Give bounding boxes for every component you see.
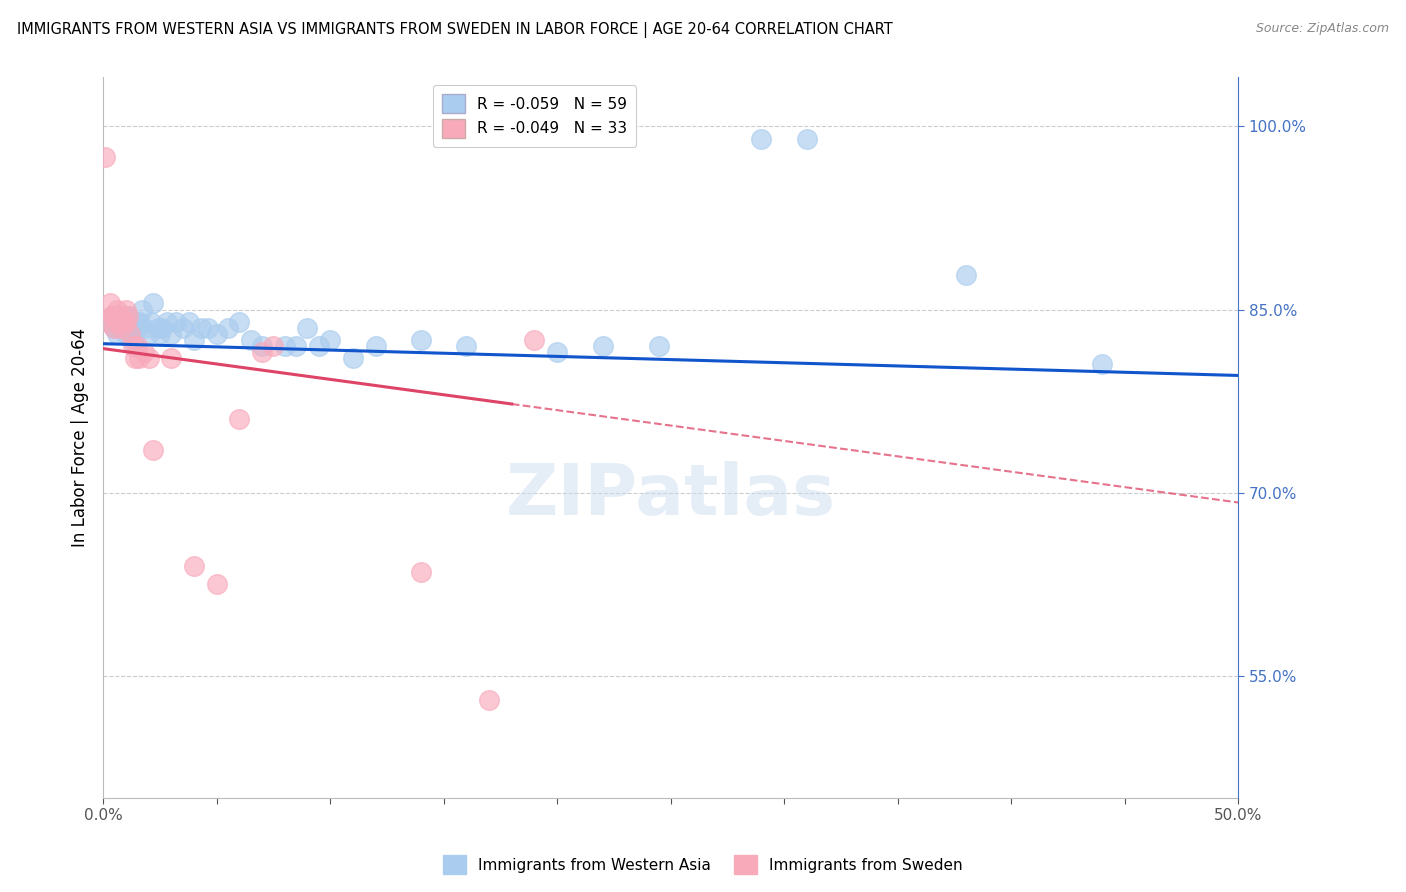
Point xyxy=(1091,358,1114,372)
Point xyxy=(205,577,228,591)
Point xyxy=(190,321,212,335)
Point xyxy=(183,333,205,347)
Point xyxy=(112,309,135,323)
Point xyxy=(110,321,132,335)
Point xyxy=(112,315,135,329)
Point xyxy=(150,321,173,335)
Point xyxy=(117,321,139,335)
Point xyxy=(127,315,149,329)
Point xyxy=(165,315,187,329)
Point xyxy=(250,345,273,359)
Point xyxy=(217,321,239,335)
Point xyxy=(146,321,169,335)
Point xyxy=(124,339,146,353)
Point xyxy=(105,302,128,317)
Point xyxy=(108,321,131,335)
Point xyxy=(149,326,172,341)
Point xyxy=(138,351,160,366)
Point xyxy=(342,351,364,366)
Point xyxy=(138,326,160,341)
Point xyxy=(179,315,201,329)
Point xyxy=(127,339,149,353)
Point xyxy=(409,565,432,579)
Point xyxy=(97,315,120,329)
Point xyxy=(172,321,194,335)
Point xyxy=(132,321,155,335)
Point xyxy=(156,315,179,329)
Point xyxy=(127,321,149,335)
Point xyxy=(105,315,128,329)
Point xyxy=(117,309,139,323)
Point xyxy=(160,351,183,366)
Point xyxy=(114,326,136,341)
Point xyxy=(409,333,432,347)
Point xyxy=(197,321,219,335)
Point xyxy=(121,321,143,335)
Point xyxy=(456,339,478,353)
Point xyxy=(120,326,142,341)
Point xyxy=(297,321,319,335)
Point xyxy=(128,315,150,329)
Point xyxy=(97,315,120,329)
Point xyxy=(121,339,143,353)
Point xyxy=(796,131,818,145)
Point xyxy=(262,339,284,353)
Point xyxy=(108,309,131,323)
Point xyxy=(592,339,614,353)
Point xyxy=(105,326,128,341)
Point xyxy=(523,333,546,347)
Point xyxy=(114,315,136,329)
Point xyxy=(103,321,125,335)
Point xyxy=(228,315,250,329)
Point xyxy=(120,315,142,329)
Point xyxy=(751,131,773,145)
Point xyxy=(239,333,262,347)
Y-axis label: In Labor Force | Age 20-64: In Labor Force | Age 20-64 xyxy=(72,328,89,548)
Point xyxy=(94,150,117,164)
Point xyxy=(98,315,121,329)
Point xyxy=(228,412,250,426)
Point xyxy=(114,315,136,329)
Text: ZIPatlas: ZIPatlas xyxy=(506,461,835,530)
Point xyxy=(160,326,183,341)
Point xyxy=(117,309,139,323)
Point xyxy=(132,345,155,359)
Point xyxy=(274,339,297,353)
Point xyxy=(319,333,342,347)
Point xyxy=(110,315,132,329)
Point xyxy=(110,315,132,329)
Point xyxy=(183,559,205,574)
Point xyxy=(478,693,501,707)
Text: IMMIGRANTS FROM WESTERN ASIA VS IMMIGRANTS FROM SWEDEN IN LABOR FORCE | AGE 20-6: IMMIGRANTS FROM WESTERN ASIA VS IMMIGRAN… xyxy=(17,22,893,38)
Point xyxy=(108,315,131,329)
Point xyxy=(101,309,124,323)
Point xyxy=(250,339,273,353)
Point xyxy=(364,339,387,353)
Legend: R = -0.059   N = 59, R = -0.049   N = 33: R = -0.059 N = 59, R = -0.049 N = 33 xyxy=(433,85,637,147)
Point xyxy=(285,339,308,353)
Legend: Immigrants from Western Asia, Immigrants from Sweden: Immigrants from Western Asia, Immigrants… xyxy=(437,849,969,880)
Point xyxy=(139,315,162,329)
Point xyxy=(108,309,131,323)
Point xyxy=(142,442,165,457)
Point xyxy=(308,339,330,353)
Point xyxy=(648,339,671,353)
Text: Source: ZipAtlas.com: Source: ZipAtlas.com xyxy=(1256,22,1389,36)
Point xyxy=(114,302,136,317)
Point xyxy=(142,296,165,310)
Point xyxy=(128,351,150,366)
Point xyxy=(131,302,153,317)
Point xyxy=(124,351,146,366)
Point xyxy=(98,296,121,310)
Point xyxy=(955,268,977,283)
Point xyxy=(205,326,228,341)
Point xyxy=(110,321,132,335)
Point xyxy=(101,309,124,323)
Point xyxy=(105,309,128,323)
Point xyxy=(103,321,125,335)
Point xyxy=(546,345,568,359)
Point xyxy=(103,309,125,323)
Point xyxy=(112,321,135,335)
